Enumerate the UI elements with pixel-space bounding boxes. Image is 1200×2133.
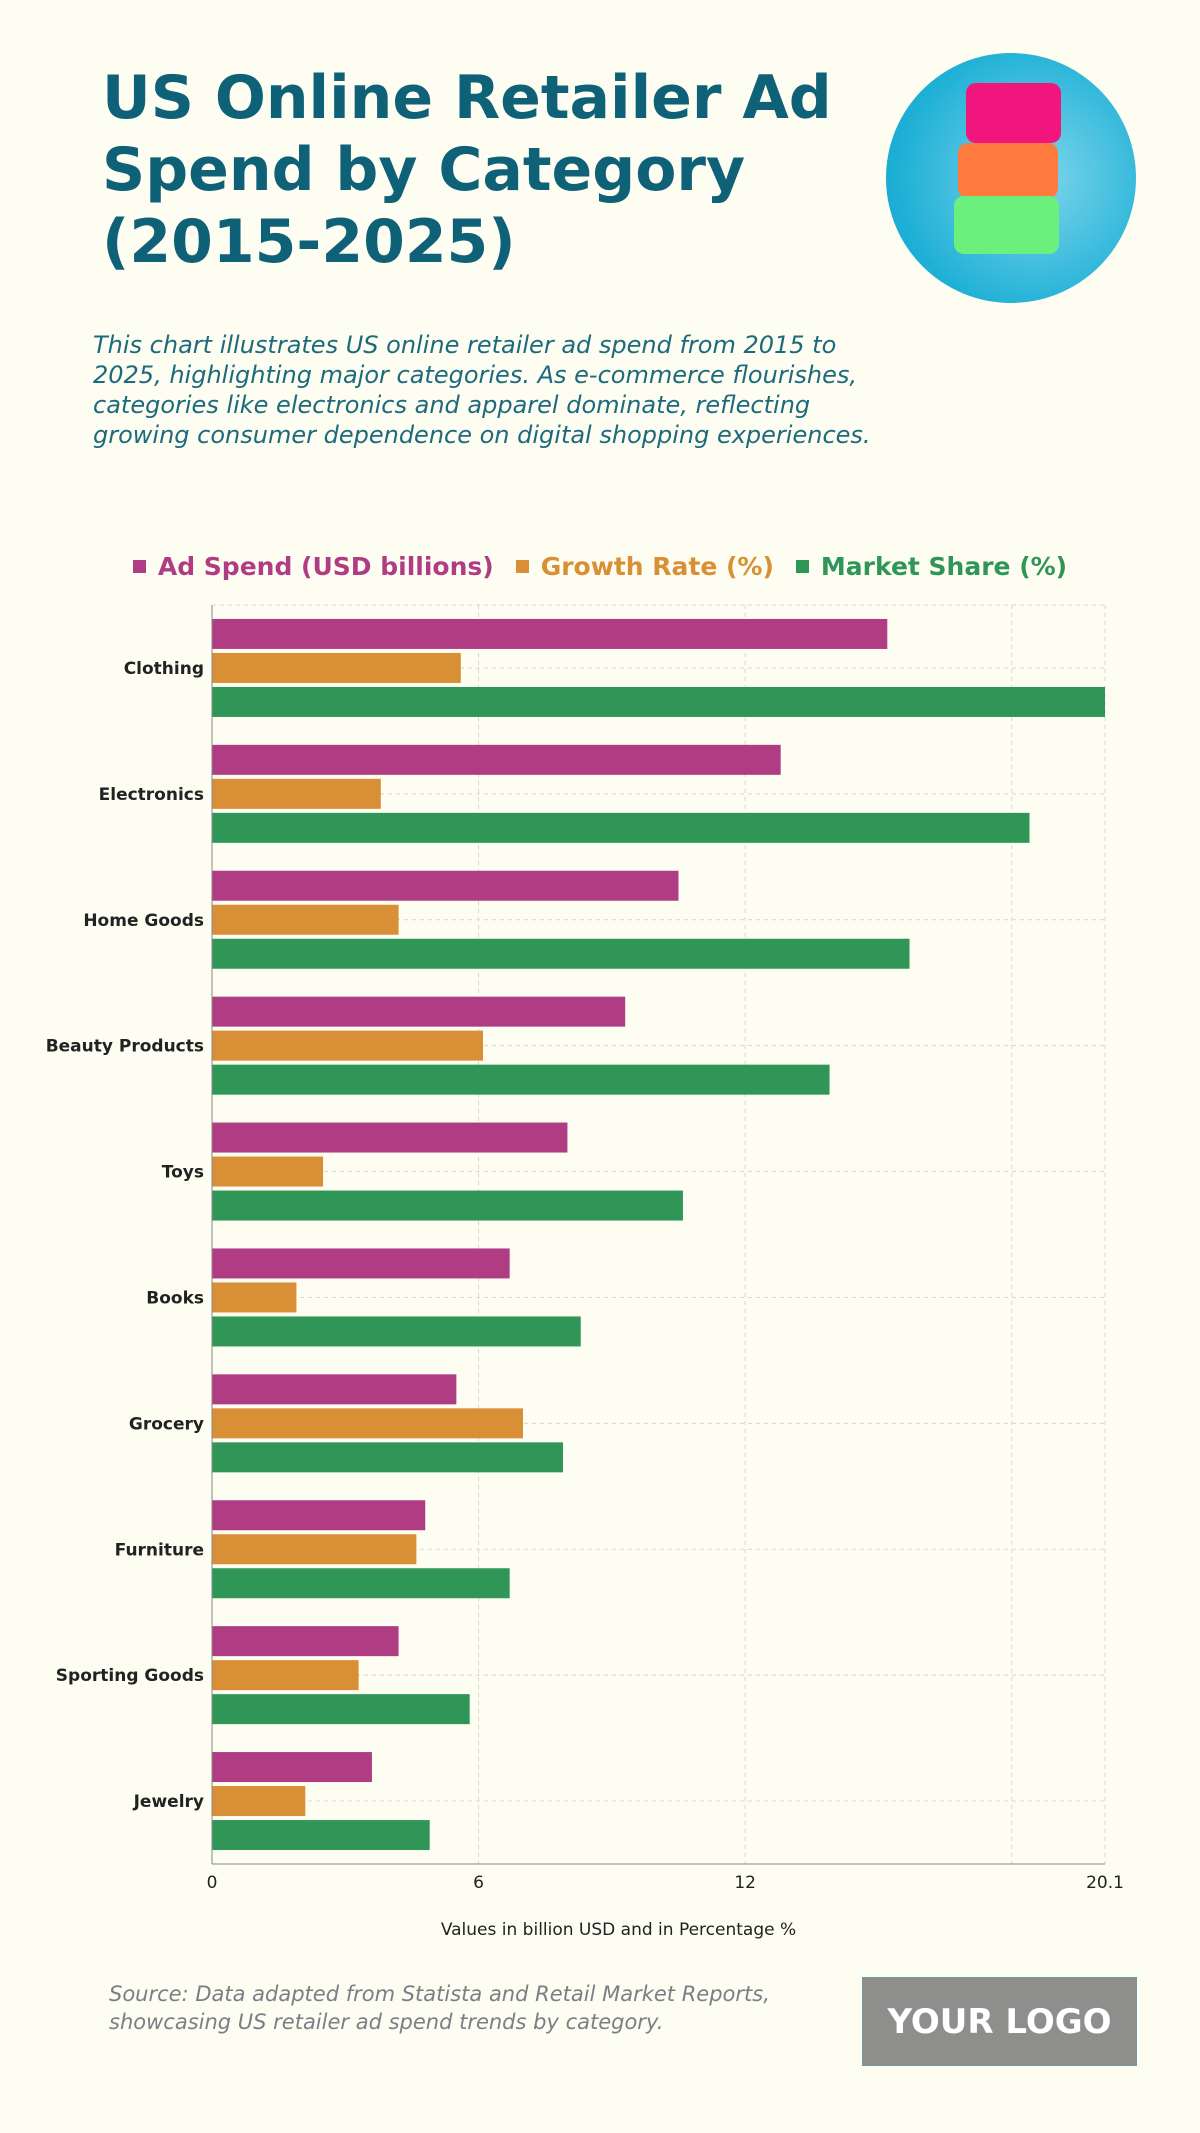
bar-growth-rate [212, 1156, 324, 1187]
legend-swatch [132, 560, 146, 573]
bar-growth-rate [212, 1408, 523, 1439]
category-label: Toys [162, 1163, 204, 1183]
legend-label: Growth Rate (%) [540, 552, 774, 581]
chart-description: This chart illustrates US online retaile… [93, 331, 871, 449]
bar-growth-rate [212, 1282, 297, 1313]
category-label: Clothing [124, 659, 204, 679]
bar-growth-rate [212, 1786, 306, 1817]
bar-market-share [212, 1064, 830, 1095]
bar-ad-spend [212, 744, 781, 775]
bar-ad-spend [212, 996, 626, 1027]
bar-market-share [212, 1820, 430, 1851]
x-tick-label: 6 [473, 1873, 484, 1893]
bar-ad-spend [212, 1122, 568, 1153]
bar-ad-spend [212, 1500, 426, 1531]
bar-growth-rate [212, 1534, 417, 1565]
legend-label: Ad Spend (USD billions) [157, 552, 494, 581]
logo-placeholder: YOUR LOGO [862, 1977, 1137, 2066]
bar-market-share [212, 1190, 683, 1221]
bar-market-share [212, 812, 1030, 843]
category-label: Home Goods [83, 911, 204, 931]
x-axis-title: Values in billion USD and in Percentage … [441, 1920, 796, 1940]
category-label: Sporting Goods [56, 1666, 204, 1686]
bar-growth-rate [212, 1030, 484, 1061]
bar-growth-rate [212, 904, 399, 935]
cosmetic-bags-image [886, 53, 1136, 303]
bar-ad-spend [212, 1374, 457, 1405]
category-label: Beauty Products [46, 1037, 204, 1057]
bar-market-share [212, 1442, 563, 1473]
bar-market-share [212, 938, 910, 969]
bar-chart: Clothing Electronics Home Goods Beauty Prod… [46, 604, 1124, 1940]
x-tick-label: 12 [734, 1873, 756, 1893]
legend-label: Market Share (%) [820, 552, 1068, 581]
category-label: Grocery [129, 1414, 204, 1434]
source-note: Source: Data adapted from Statista and R… [109, 1982, 770, 2034]
bar-ad-spend [212, 1626, 399, 1657]
category-label: Furniture [115, 1540, 204, 1560]
bar-growth-rate [212, 652, 461, 683]
page-title: US Online Retailer Ad Spend by Category … [102, 63, 832, 277]
bar-ad-spend [212, 870, 679, 901]
bar-ad-spend [212, 1752, 372, 1783]
bar-growth-rate [212, 778, 381, 809]
x-tick-label: 0 [207, 1873, 218, 1893]
legend-item: Ad Spend (USD billions) [132, 552, 494, 581]
bar-market-share [212, 1694, 470, 1725]
bar-growth-rate [212, 1660, 359, 1691]
bar-market-share [212, 1316, 581, 1347]
x-tick-label: 20.1 [1086, 1873, 1124, 1893]
legend-swatch [795, 560, 809, 573]
category-label: Books [146, 1288, 204, 1308]
bar-ad-spend [212, 1248, 510, 1279]
bar-ad-spend [212, 618, 888, 649]
legend-item: Market Share (%) [795, 552, 1068, 581]
legend: Ad Spend (USD billions) Growth Rate (%) Ma… [0, 552, 1200, 581]
bar-market-share [212, 1568, 510, 1599]
legend-swatch [515, 560, 529, 573]
category-label: Electronics [99, 785, 204, 805]
category-label: Jewelry [133, 1792, 204, 1812]
legend-item: Growth Rate (%) [515, 552, 774, 581]
bar-market-share [212, 686, 1105, 717]
